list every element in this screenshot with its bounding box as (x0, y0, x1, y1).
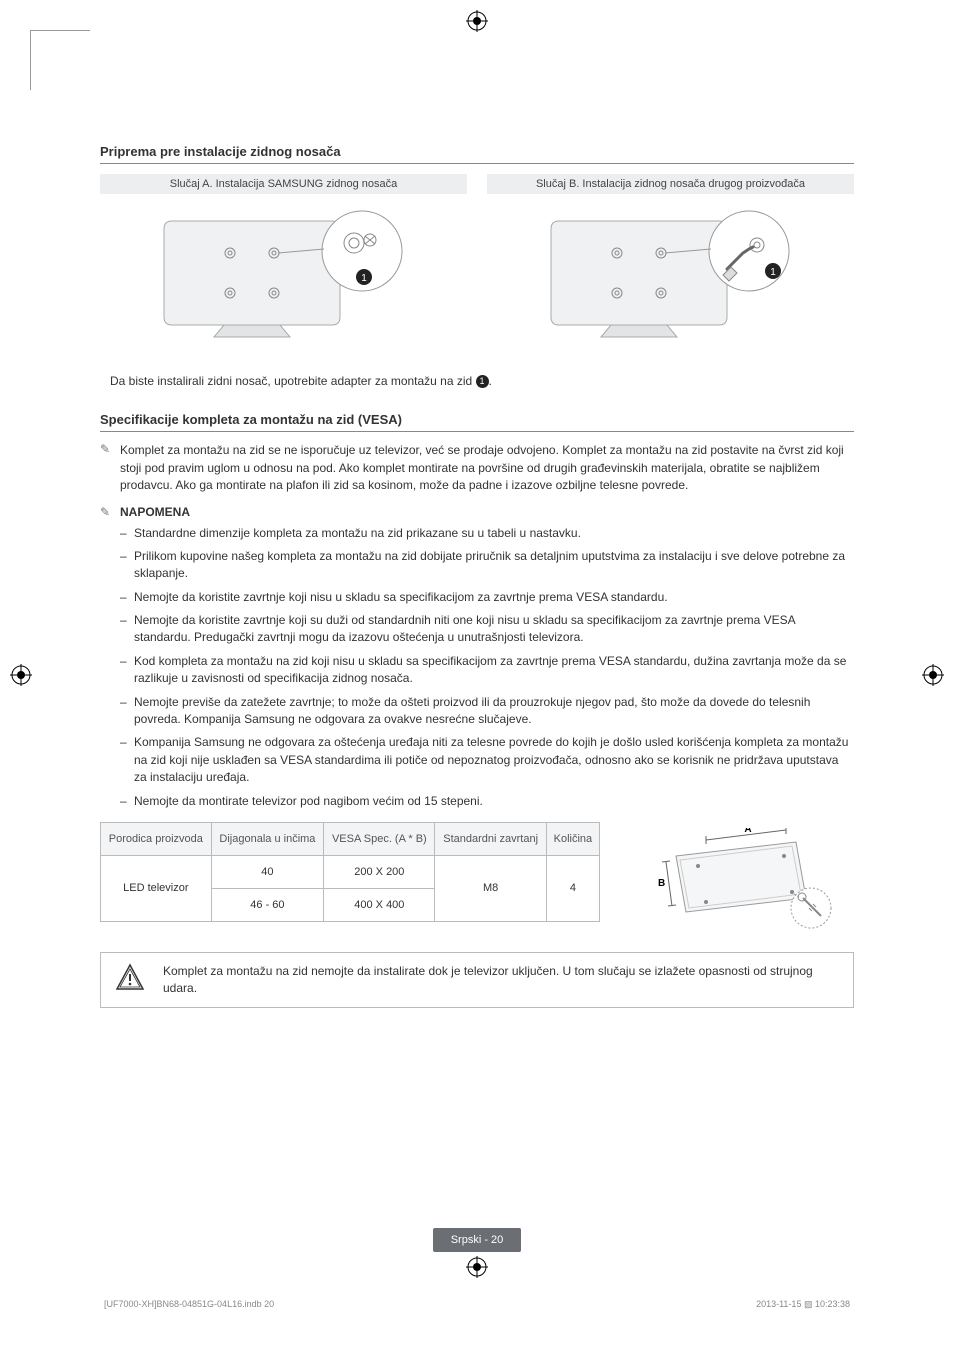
td-diag: 46 - 60 (211, 888, 324, 921)
adapter-note: Da biste instalirali zidni nosač, upotre… (110, 374, 854, 388)
td-diag: 40 (211, 855, 324, 888)
adapter-note-post: . (489, 374, 492, 388)
td-vesa: 400 X 400 (324, 888, 435, 921)
label-a: A (744, 828, 751, 835)
table-row: LED televizor 40 200 X 200 M8 4 (101, 855, 600, 888)
napomena-header: ✎ NAPOMENA (100, 505, 854, 519)
td-screw: M8 (435, 855, 546, 921)
td-vesa: 200 X 200 (324, 855, 435, 888)
page-footer: Srpski - 20 (100, 1228, 854, 1281)
crop-mark-right (922, 664, 944, 686)
bullet-item: Kompanija Samsung ne odgovara za oštećen… (120, 734, 854, 786)
th-qty: Količina (546, 822, 599, 855)
bullet-item: Nemojte da koristite zavrtnje koji nisu … (120, 589, 854, 606)
doc-filename: [UF7000-XH]BN68-04851G-04L16.indb 20 (104, 1299, 274, 1310)
bullet-item: Nemojte da koristite zavrtnje koji su du… (120, 612, 854, 647)
bullet-item: Standardne dimenzije kompleta za montažu… (120, 525, 854, 542)
napomena-label: NAPOMENA (114, 505, 190, 519)
long-note-text: Komplet za montažu na zid se ne isporuču… (114, 442, 854, 494)
crop-corner-tl (30, 30, 90, 90)
case-b-diagram: 1 (487, 194, 854, 364)
case-b-column: Slučaj B. Instalacija zidnog nosača drug… (487, 174, 854, 364)
section-title-spec: Specifikacije kompleta za montažu na zid… (100, 412, 854, 432)
adapter-note-pre: Da biste instalirali zidni nosač, upotre… (110, 374, 476, 388)
warning-icon (115, 963, 145, 996)
case-row: Slučaj A. Instalacija SAMSUNG zidnog nos… (100, 174, 854, 364)
svg-text:1: 1 (361, 273, 367, 284)
svg-text:1: 1 (770, 267, 776, 278)
warning-text: Komplet za montažu na zid nemojte da ins… (163, 963, 839, 997)
bullet-item: Prilikom kupovine našeg kompleta za mont… (120, 548, 854, 583)
page-number-badge: Srpski - 20 (433, 1228, 522, 1252)
doc-timestamp: 2013-11-15 ▧ 10:23:38 (756, 1299, 850, 1310)
case-a-diagram: 1 (100, 194, 467, 364)
number-badge-1: 1 (476, 375, 489, 388)
vesa-spec-table: Porodica proizvoda Dijagonala u inčima V… (100, 822, 600, 922)
case-b-header: Slučaj B. Instalacija zidnog nosača drug… (487, 174, 854, 194)
th-diag: Dijagonala u inčima (211, 822, 324, 855)
td-qty: 4 (546, 855, 599, 921)
crop-mark-bottom (100, 1256, 854, 1281)
note-icon: ✎ (100, 505, 114, 519)
td-family: LED televizor (101, 855, 212, 921)
case-a-header: Slučaj A. Instalacija SAMSUNG zidnog nos… (100, 174, 467, 194)
bullet-item: Nemojte da montirate televizor pod nagib… (120, 793, 854, 810)
bullet-item: Kod kompleta za montažu na zid koji nisu… (120, 653, 854, 688)
case-a-column: Slučaj A. Instalacija SAMSUNG zidnog nos… (100, 174, 467, 364)
note-icon: ✎ (100, 442, 114, 494)
spec-row: Porodica proizvoda Dijagonala u inčima V… (100, 822, 854, 938)
bullet-list: Standardne dimenzije kompleta za montažu… (100, 525, 854, 810)
crop-mark-top (466, 10, 488, 32)
crop-mark-left (10, 664, 32, 686)
label-b: B (658, 878, 665, 889)
long-note-block: ✎ Komplet za montažu na zid se ne isporu… (100, 442, 854, 494)
th-screw: Standardni zavrtanj (435, 822, 546, 855)
vesa-ab-diagram: A B (618, 822, 854, 938)
bullet-item: Nemojte previše da zatežete zavrtnje; to… (120, 694, 854, 729)
document-meta: [UF7000-XH]BN68-04851G-04L16.indb 20 201… (100, 1299, 854, 1310)
th-vesa: VESA Spec. (A * B) (324, 822, 435, 855)
section-title-preparation: Priprema pre instalacije zidnog nosača (100, 144, 854, 164)
th-family: Porodica proizvoda (101, 822, 212, 855)
warning-box: Komplet za montažu na zid nemojte da ins… (100, 952, 854, 1008)
